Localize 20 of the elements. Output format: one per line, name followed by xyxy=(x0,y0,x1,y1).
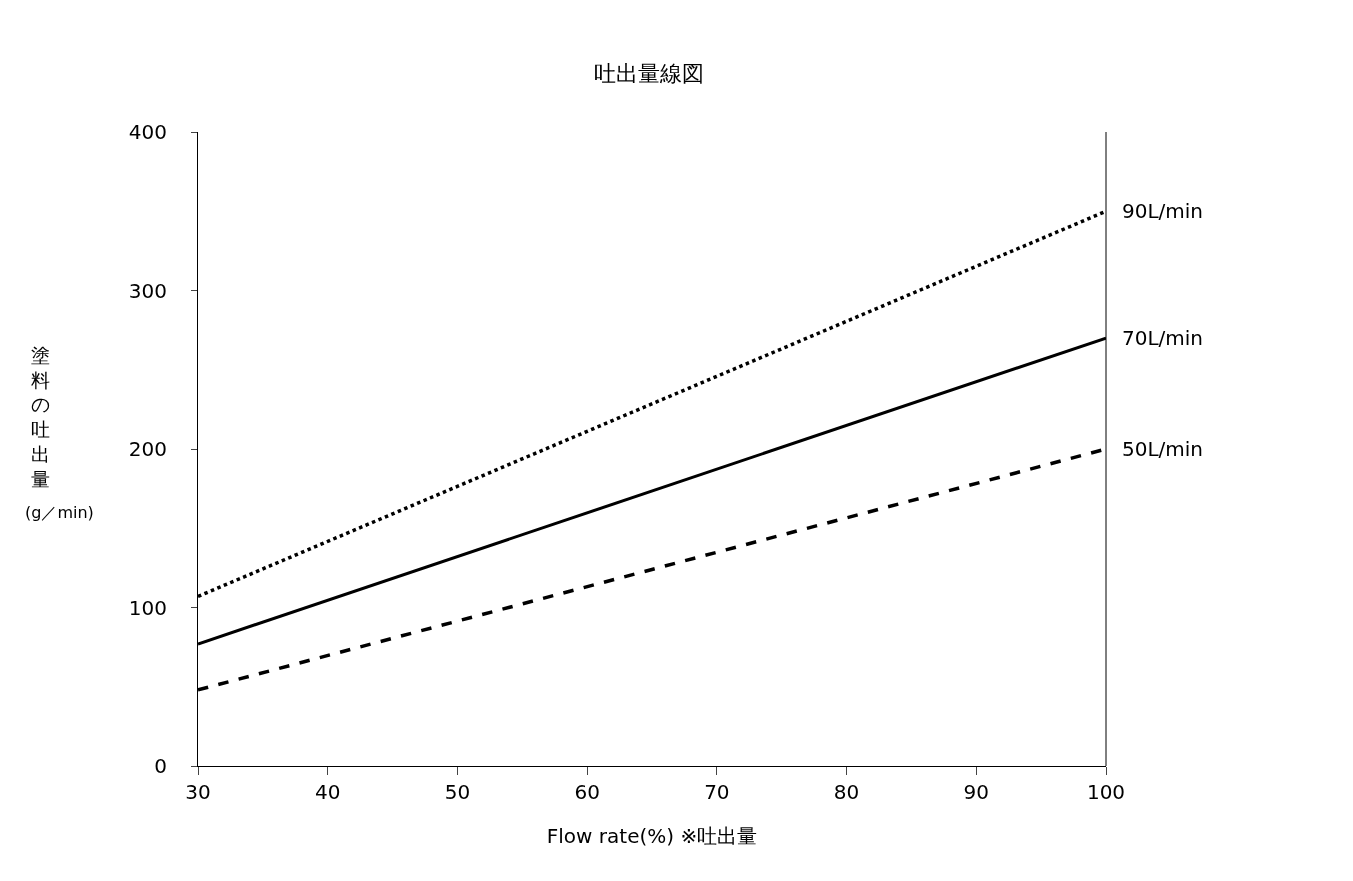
series-label: 50L/min xyxy=(1122,437,1204,461)
y-tick-label: 0 xyxy=(154,754,167,778)
x-axis-title: Flow rate(%) ※吐出量 xyxy=(546,823,758,848)
x-tick-label: 30 xyxy=(185,780,211,804)
series-label: 70L/min xyxy=(1122,326,1204,350)
text: (g／min) xyxy=(25,503,94,522)
chart-title: 吐出量線図 xyxy=(594,61,705,87)
x-tick-label: 70 xyxy=(704,780,730,804)
x-tick-label: 80 xyxy=(833,780,860,804)
series-label: 90L/min xyxy=(1122,199,1204,223)
x-tick-label: 90 xyxy=(963,780,990,804)
y-tick-label: 300 xyxy=(128,278,167,303)
x-tick-label: 50 xyxy=(444,780,471,804)
y-tick-label: 400 xyxy=(128,120,167,144)
x-tick-label: 100 xyxy=(1086,780,1126,804)
x-tick-label: 60 xyxy=(574,780,600,804)
y-tick-label: 100 xyxy=(128,595,167,620)
y-tick-label: 200 xyxy=(128,437,167,461)
x-tick-label: 40 xyxy=(314,780,341,804)
y-axis-title: 塗料の吐出量 xyxy=(31,344,50,490)
